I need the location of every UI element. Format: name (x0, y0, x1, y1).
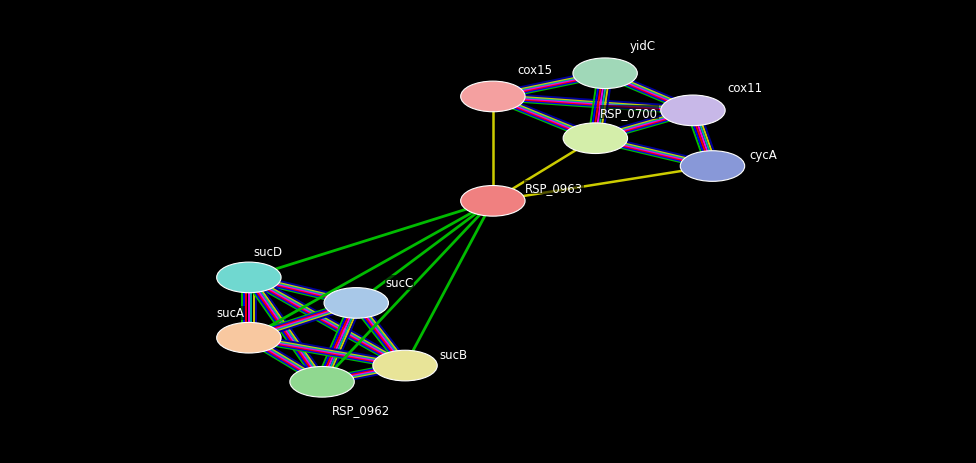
Circle shape (573, 59, 637, 89)
Text: yidC: yidC (630, 40, 656, 53)
Text: RSP_0962: RSP_0962 (332, 403, 390, 416)
Text: cox15: cox15 (517, 63, 552, 76)
Circle shape (563, 124, 628, 154)
Text: cycA: cycA (750, 149, 777, 162)
Circle shape (373, 350, 437, 381)
Text: RSP_0700: RSP_0700 (600, 106, 658, 119)
Text: sucA: sucA (216, 307, 244, 319)
Circle shape (661, 96, 725, 126)
Circle shape (290, 367, 354, 397)
Circle shape (324, 288, 388, 319)
Text: sucC: sucC (386, 276, 414, 289)
Text: sucD: sucD (254, 245, 283, 258)
Circle shape (461, 82, 525, 113)
Circle shape (217, 323, 281, 353)
Circle shape (461, 186, 525, 217)
Circle shape (217, 263, 281, 293)
Text: cox11: cox11 (727, 82, 762, 95)
Text: RSP_0963: RSP_0963 (525, 181, 584, 194)
Text: sucB: sucB (439, 348, 468, 361)
Circle shape (680, 151, 745, 182)
